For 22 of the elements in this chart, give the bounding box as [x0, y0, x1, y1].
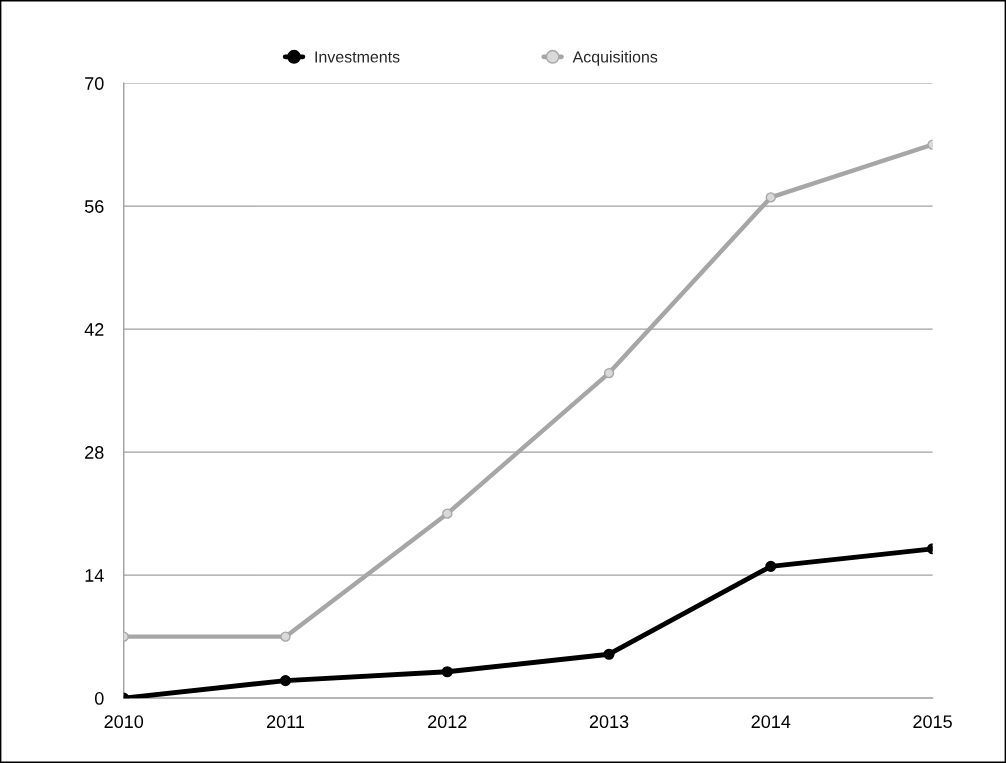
- y-tick-label: 28: [85, 446, 104, 459]
- x-tick-label: 2015: [913, 715, 952, 729]
- point: [280, 631, 291, 642]
- y-tick-label: 14: [85, 569, 104, 582]
- point: [603, 367, 615, 379]
- x-tick-label: 2011: [267, 715, 305, 729]
- x-tick-label: 2010: [104, 715, 144, 729]
- point: [765, 560, 777, 572]
- y-tick-label: 56: [84, 200, 104, 213]
- legend-label: Acquisitions: [572, 50, 658, 66]
- point: [279, 675, 292, 687]
- y-tick-label: 42: [84, 323, 104, 336]
- y-tick-label: 0: [94, 692, 104, 705]
- point: [603, 648, 615, 660]
- point: [765, 192, 777, 203]
- point: [442, 508, 453, 519]
- x-tick-label: 2014: [751, 715, 791, 729]
- point: [441, 666, 453, 678]
- x-tick-label: 2012: [428, 715, 467, 729]
- x-tick-label: 2013: [589, 715, 629, 729]
- legend-label: Investments: [315, 51, 400, 63]
- y-tick-label: 70: [85, 77, 104, 90]
